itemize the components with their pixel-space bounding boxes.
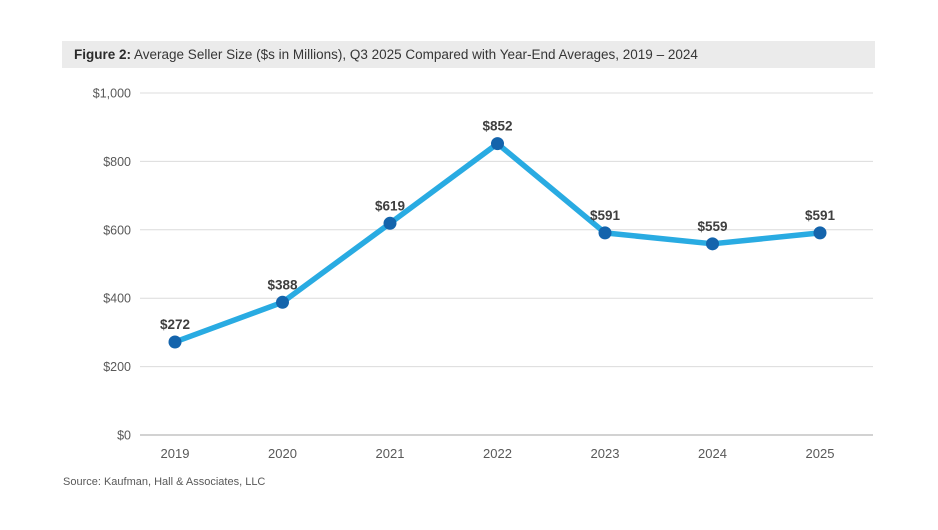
y-axis-tick-label: $600: [103, 223, 131, 237]
data-point-label: $591: [590, 208, 621, 223]
x-axis-tick-label: 2024: [698, 446, 727, 461]
figure-number-label: Figure 2:: [74, 47, 132, 62]
data-point-marker: [598, 226, 612, 240]
data-point-label: $852: [482, 119, 512, 134]
data-point-marker: [491, 137, 504, 151]
data-point-label: $272: [160, 317, 190, 332]
chart-title-text: Average Seller Size ($s in Millions), Q3…: [131, 47, 698, 62]
x-axis-tick-label: 2022: [483, 446, 512, 461]
x-axis-tick-label: 2023: [591, 446, 620, 461]
y-axis-tick-label: $400: [103, 292, 131, 306]
data-point-marker: [813, 226, 827, 240]
x-axis-tick-label: 2019: [161, 446, 190, 461]
y-axis-tick-label: $1,000: [93, 87, 131, 101]
data-point-label: $591: [805, 208, 836, 223]
y-axis-tick-label: $200: [103, 360, 131, 374]
data-point-marker: [383, 216, 397, 230]
data-point-marker: [276, 295, 289, 309]
data-point-label: $388: [267, 277, 298, 292]
y-axis-tick-label: $800: [103, 155, 131, 169]
data-point-marker: [706, 237, 719, 251]
series-line: [172, 140, 823, 345]
chart-title-bar: Figure 2: Average Seller Size ($s in Mil…: [62, 41, 875, 68]
x-axis-tick-label: 2025: [806, 446, 835, 461]
x-axis-tick-label: 2021: [376, 446, 405, 461]
data-point-label: $559: [697, 219, 727, 234]
source-note: Source: Kaufman, Hall & Associates, LLC: [63, 476, 266, 488]
data-point-marker: [168, 335, 182, 349]
x-axis-tick-label: 2020: [268, 446, 297, 461]
data-point-label: $619: [375, 198, 405, 213]
y-axis-tick-label: $0: [117, 429, 131, 443]
